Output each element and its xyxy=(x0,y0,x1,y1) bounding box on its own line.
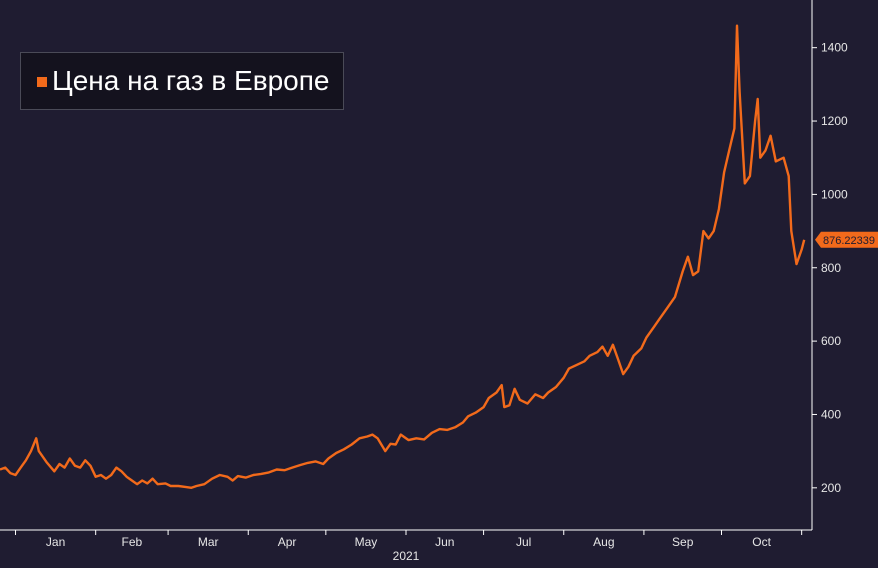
x-tick-label: Jul xyxy=(516,535,531,549)
legend-label: Цена на газ в Европе xyxy=(52,65,330,96)
series-line-gas-price xyxy=(0,24,806,489)
x-tick-label: Jun xyxy=(435,535,454,549)
y-tick-label: 200 xyxy=(821,481,841,495)
last-value-badge xyxy=(815,231,878,248)
y-tick-label: 1400 xyxy=(821,41,848,55)
x-tick-label: Aug xyxy=(593,535,614,549)
y-tick-label: 1000 xyxy=(821,187,848,201)
last-value-label: 876.22339 xyxy=(823,235,875,247)
y-tick-label: 800 xyxy=(821,261,841,275)
y-tick-label: 400 xyxy=(821,407,841,421)
x-tick-label: Feb xyxy=(122,535,143,549)
x-tick-label: Jan xyxy=(46,535,65,549)
x-tick-label: Apr xyxy=(278,535,297,549)
x-tick-label: Oct xyxy=(752,535,771,549)
year-label: 2021 xyxy=(393,549,420,563)
x-tick-label: May xyxy=(355,535,378,549)
y-tick-label: 600 xyxy=(821,334,841,348)
x-axis-ticks: Jan Feb Mar Apr May Jun Jul Aug Sep Oct xyxy=(15,530,803,549)
x-tick-label: Sep xyxy=(672,535,694,549)
last-value-marker: 876.22339 xyxy=(815,231,878,248)
y-tick-label: 1200 xyxy=(821,114,848,128)
x-tick-label: Mar xyxy=(198,535,219,549)
y-axis-ticks: 200 400 600 800 1000 1200 1400 xyxy=(812,41,848,495)
legend-swatch xyxy=(37,77,47,87)
legend: Цена на газ в Европе xyxy=(20,52,344,110)
